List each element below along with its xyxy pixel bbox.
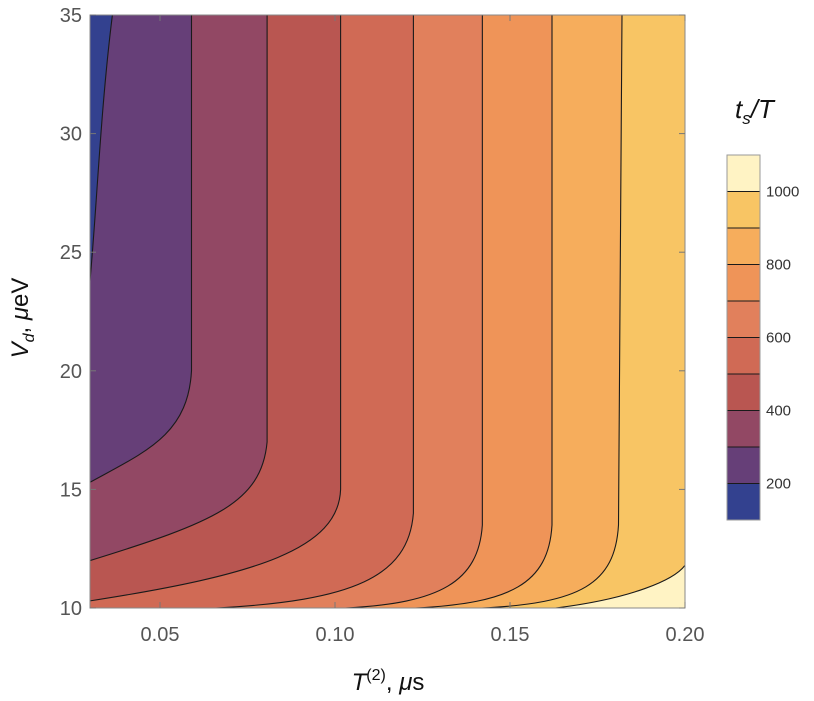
y-axis: 10 15 20 25 30 35 (60, 5, 685, 620)
contour-line-800 (415, 15, 553, 608)
contour-line-400 (90, 15, 268, 562)
x-tick-label: 0.10 (316, 624, 355, 646)
contour-line-1000 (555, 564, 685, 608)
contour-lines (90, 15, 685, 608)
contour-band (90, 15, 113, 281)
colorbar-band (727, 301, 760, 338)
colorbar-tick-label: 200 (766, 476, 791, 493)
colorbar-band (727, 264, 760, 301)
plot-frame (89, 14, 686, 609)
contour-bands (90, 15, 685, 608)
colorbar-tick-label: 400 (766, 403, 791, 420)
contour-band (90, 15, 192, 483)
colorbar: 200 400 600 800 1000 (726, 154, 799, 521)
y-tick-label: 25 (60, 242, 82, 264)
x-tick-label: 0.05 (141, 624, 180, 646)
colorbar-tick-label: 800 (766, 257, 791, 274)
y-tick-label: 35 (60, 5, 82, 27)
colorbar-band (727, 337, 760, 374)
colorbar-title: ts/T (735, 94, 776, 128)
contour-line-300 (90, 15, 193, 483)
colorbar-band (727, 228, 760, 265)
colorbar-tick-label: 600 (766, 330, 791, 347)
colorbar-band (727, 374, 760, 411)
y-tick-label: 30 (60, 124, 82, 146)
contour-line-700 (345, 15, 483, 608)
y-tick-label: 15 (60, 479, 82, 501)
colorbar-frame (726, 154, 761, 521)
colorbar-band (727, 191, 760, 228)
contour-line-900 (481, 15, 623, 608)
x-axis-title: T(2), μs (352, 667, 425, 696)
contour-line-600 (215, 15, 414, 608)
colorbar-band (727, 447, 760, 484)
x-tick-label: 0.15 (491, 624, 530, 646)
y-tick-label: 10 (60, 598, 82, 620)
x-axis: 0.05 0.10 0.15 0.20 (141, 15, 705, 646)
colorbar-band (727, 155, 760, 192)
colorbar-band (727, 410, 760, 447)
y-axis-title: Vd, μeV (7, 278, 38, 359)
contour-line-200 (90, 15, 113, 281)
x-tick-label: 0.20 (666, 624, 705, 646)
contour-line-500 (90, 15, 342, 602)
colorbar-band (727, 483, 760, 520)
y-tick-label: 20 (60, 361, 82, 383)
colorbar-tick-label: 1000 (766, 184, 799, 201)
